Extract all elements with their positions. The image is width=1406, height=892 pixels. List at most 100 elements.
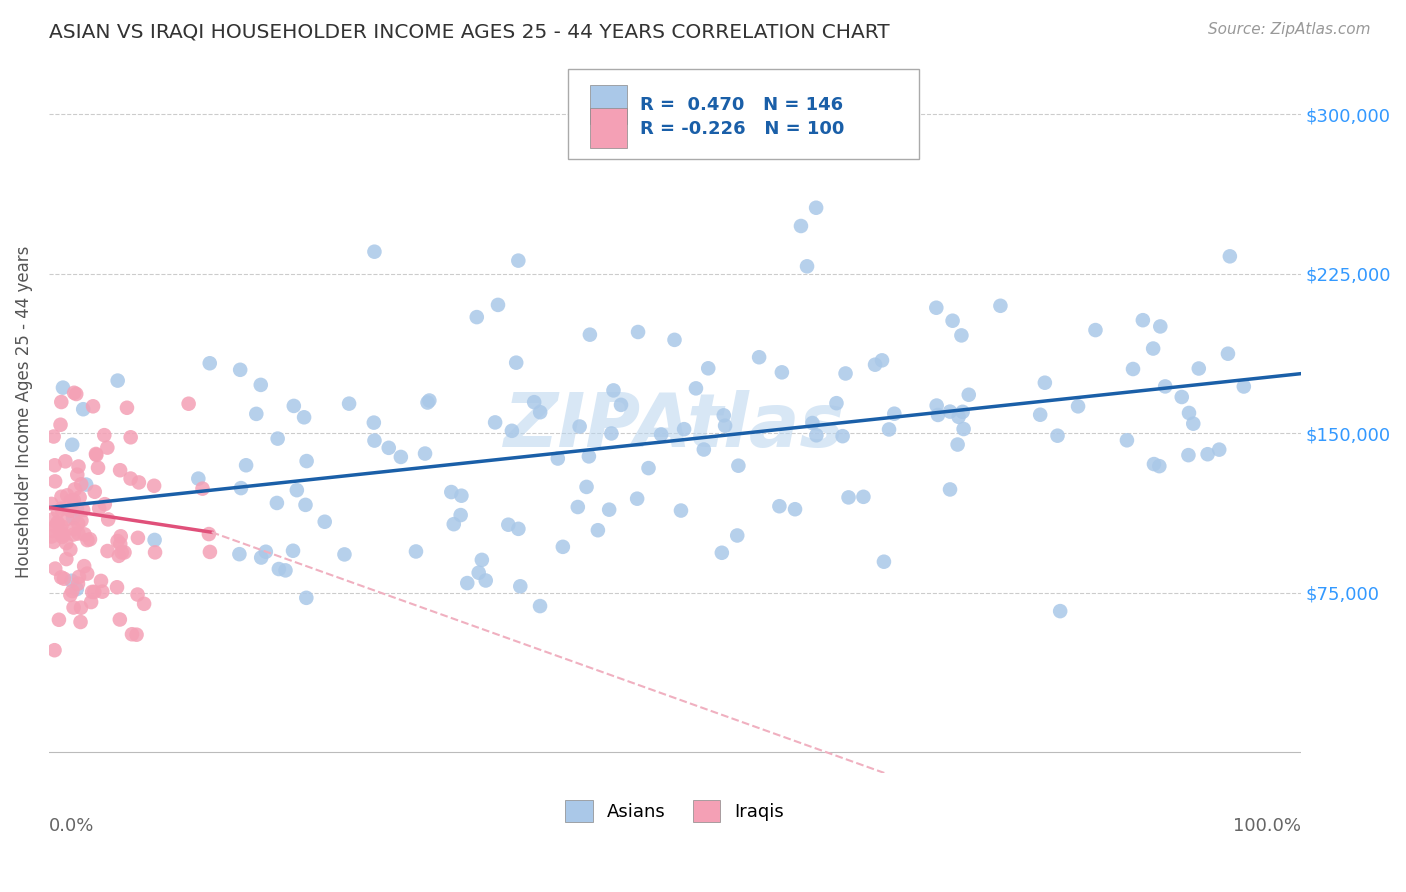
Point — [69, 491, 91, 505]
Point — [450, 489, 472, 503]
Point — [952, 405, 974, 419]
Point — [568, 419, 591, 434]
Point — [990, 299, 1012, 313]
Point — [1143, 457, 1166, 471]
Point — [44, 561, 66, 575]
Point — [1067, 400, 1090, 414]
Point — [49, 523, 72, 537]
Point — [266, 496, 288, 510]
Point — [1177, 448, 1199, 462]
Point — [62, 511, 84, 525]
Point — [456, 576, 478, 591]
Point — [67, 459, 90, 474]
Point — [143, 479, 166, 493]
Point — [927, 408, 949, 422]
Point — [389, 450, 412, 464]
Point — [283, 399, 305, 413]
Point — [790, 219, 813, 233]
Point — [1154, 379, 1177, 393]
Point — [73, 527, 96, 541]
Point — [49, 417, 72, 432]
Point — [498, 517, 520, 532]
Point — [598, 502, 620, 516]
Point — [63, 483, 86, 497]
Point — [51, 395, 73, 409]
Point — [115, 401, 138, 415]
Point — [66, 582, 89, 596]
Point — [127, 531, 149, 545]
Point — [578, 450, 600, 464]
Point — [249, 377, 271, 392]
Point — [925, 399, 948, 413]
Point — [41, 497, 63, 511]
Point — [72, 402, 94, 417]
Y-axis label: Householder Income Ages 25 - 44 years: Householder Income Ages 25 - 44 years — [15, 246, 32, 578]
Point — [229, 481, 252, 495]
Point — [710, 546, 733, 560]
Point — [852, 490, 875, 504]
Point — [120, 471, 142, 485]
Point — [62, 527, 84, 541]
Point — [56, 512, 79, 526]
Point — [801, 416, 824, 430]
Point — [529, 599, 551, 613]
Point — [575, 480, 598, 494]
Point — [804, 201, 827, 215]
Point — [1197, 447, 1219, 461]
Point — [1149, 459, 1171, 474]
Point — [450, 508, 472, 522]
Point — [685, 381, 707, 395]
Text: 0.0%: 0.0% — [49, 816, 94, 835]
Point — [51, 519, 73, 533]
Point — [63, 522, 86, 536]
Point — [946, 437, 969, 451]
Point — [1233, 379, 1256, 393]
Point — [55, 552, 77, 566]
Point — [52, 381, 75, 395]
Point — [121, 627, 143, 641]
Point — [87, 460, 110, 475]
Point — [727, 458, 749, 473]
Point — [96, 441, 118, 455]
Point — [957, 388, 980, 402]
Point — [83, 585, 105, 599]
Point — [484, 416, 506, 430]
Point — [267, 562, 290, 576]
Point — [86, 448, 108, 462]
Point — [110, 529, 132, 543]
Point — [440, 485, 463, 500]
Text: R = -0.226   N = 100: R = -0.226 N = 100 — [640, 120, 844, 137]
Point — [52, 572, 75, 586]
Point — [198, 356, 221, 370]
Point — [83, 484, 105, 499]
Point — [96, 544, 118, 558]
Point — [107, 549, 129, 563]
Point — [66, 502, 89, 516]
Point — [713, 409, 735, 423]
Point — [73, 559, 96, 574]
Point — [114, 545, 136, 559]
Point — [110, 537, 132, 551]
Point — [52, 528, 75, 542]
Point — [70, 600, 93, 615]
Point — [551, 540, 574, 554]
Point — [67, 516, 90, 531]
Point — [89, 501, 111, 516]
Point — [768, 500, 790, 514]
Point — [108, 613, 131, 627]
Point — [529, 405, 551, 419]
Point — [939, 483, 962, 497]
Point — [51, 570, 73, 584]
Point — [650, 427, 672, 442]
Point — [337, 397, 360, 411]
Point — [925, 301, 948, 315]
Point — [509, 579, 531, 593]
Point — [76, 533, 98, 548]
Point — [59, 493, 82, 508]
Point — [143, 533, 166, 547]
Point — [825, 396, 848, 410]
Point — [82, 399, 104, 413]
Point — [418, 393, 440, 408]
Point — [191, 482, 214, 496]
Point — [46, 516, 69, 530]
